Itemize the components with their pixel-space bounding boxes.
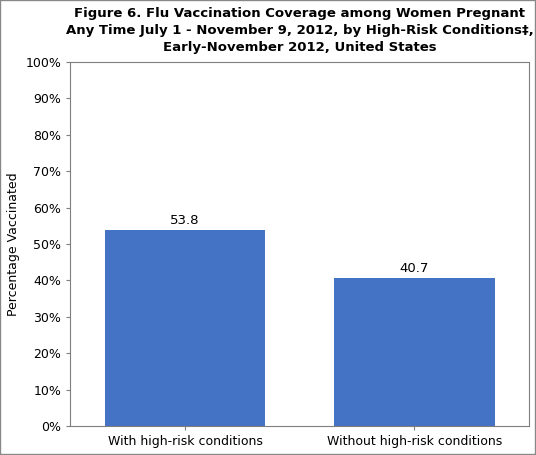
Bar bbox=[105, 230, 265, 426]
Text: 40.7: 40.7 bbox=[400, 262, 429, 275]
Bar bbox=[334, 278, 495, 426]
Y-axis label: Percentage Vaccinated: Percentage Vaccinated bbox=[7, 172, 20, 316]
Text: 53.8: 53.8 bbox=[170, 214, 200, 228]
Title: Figure 6. Flu Vaccination Coverage among Women Pregnant
Any Time July 1 - Novemb: Figure 6. Flu Vaccination Coverage among… bbox=[66, 7, 534, 54]
